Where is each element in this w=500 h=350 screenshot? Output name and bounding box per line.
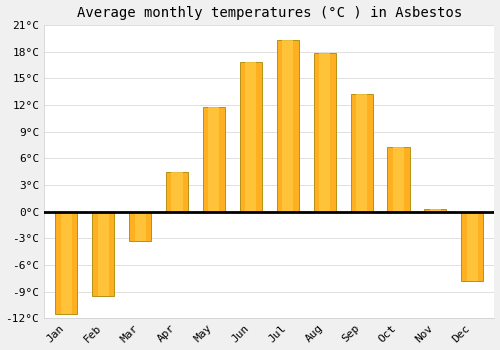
Bar <box>55 211 78 314</box>
Bar <box>393 147 404 211</box>
Bar <box>314 53 336 211</box>
Bar <box>356 94 367 211</box>
Bar <box>467 211 478 281</box>
Bar <box>129 211 151 241</box>
Bar <box>240 62 262 211</box>
Bar <box>134 211 145 241</box>
Bar <box>276 40 299 211</box>
Bar <box>246 62 256 211</box>
Bar <box>461 211 483 281</box>
Bar <box>208 107 220 211</box>
Bar <box>319 53 330 211</box>
Bar <box>166 172 188 211</box>
Bar <box>430 209 441 211</box>
Bar <box>388 147 409 211</box>
Bar <box>172 172 182 211</box>
Bar <box>92 211 114 296</box>
Bar <box>424 209 446 211</box>
Title: Average monthly temperatures (°C ) in Asbestos: Average monthly temperatures (°C ) in As… <box>76 6 462 20</box>
Bar <box>98 211 109 296</box>
Bar <box>61 211 72 314</box>
Bar <box>203 107 225 211</box>
Bar <box>350 94 372 211</box>
Bar <box>282 40 294 211</box>
